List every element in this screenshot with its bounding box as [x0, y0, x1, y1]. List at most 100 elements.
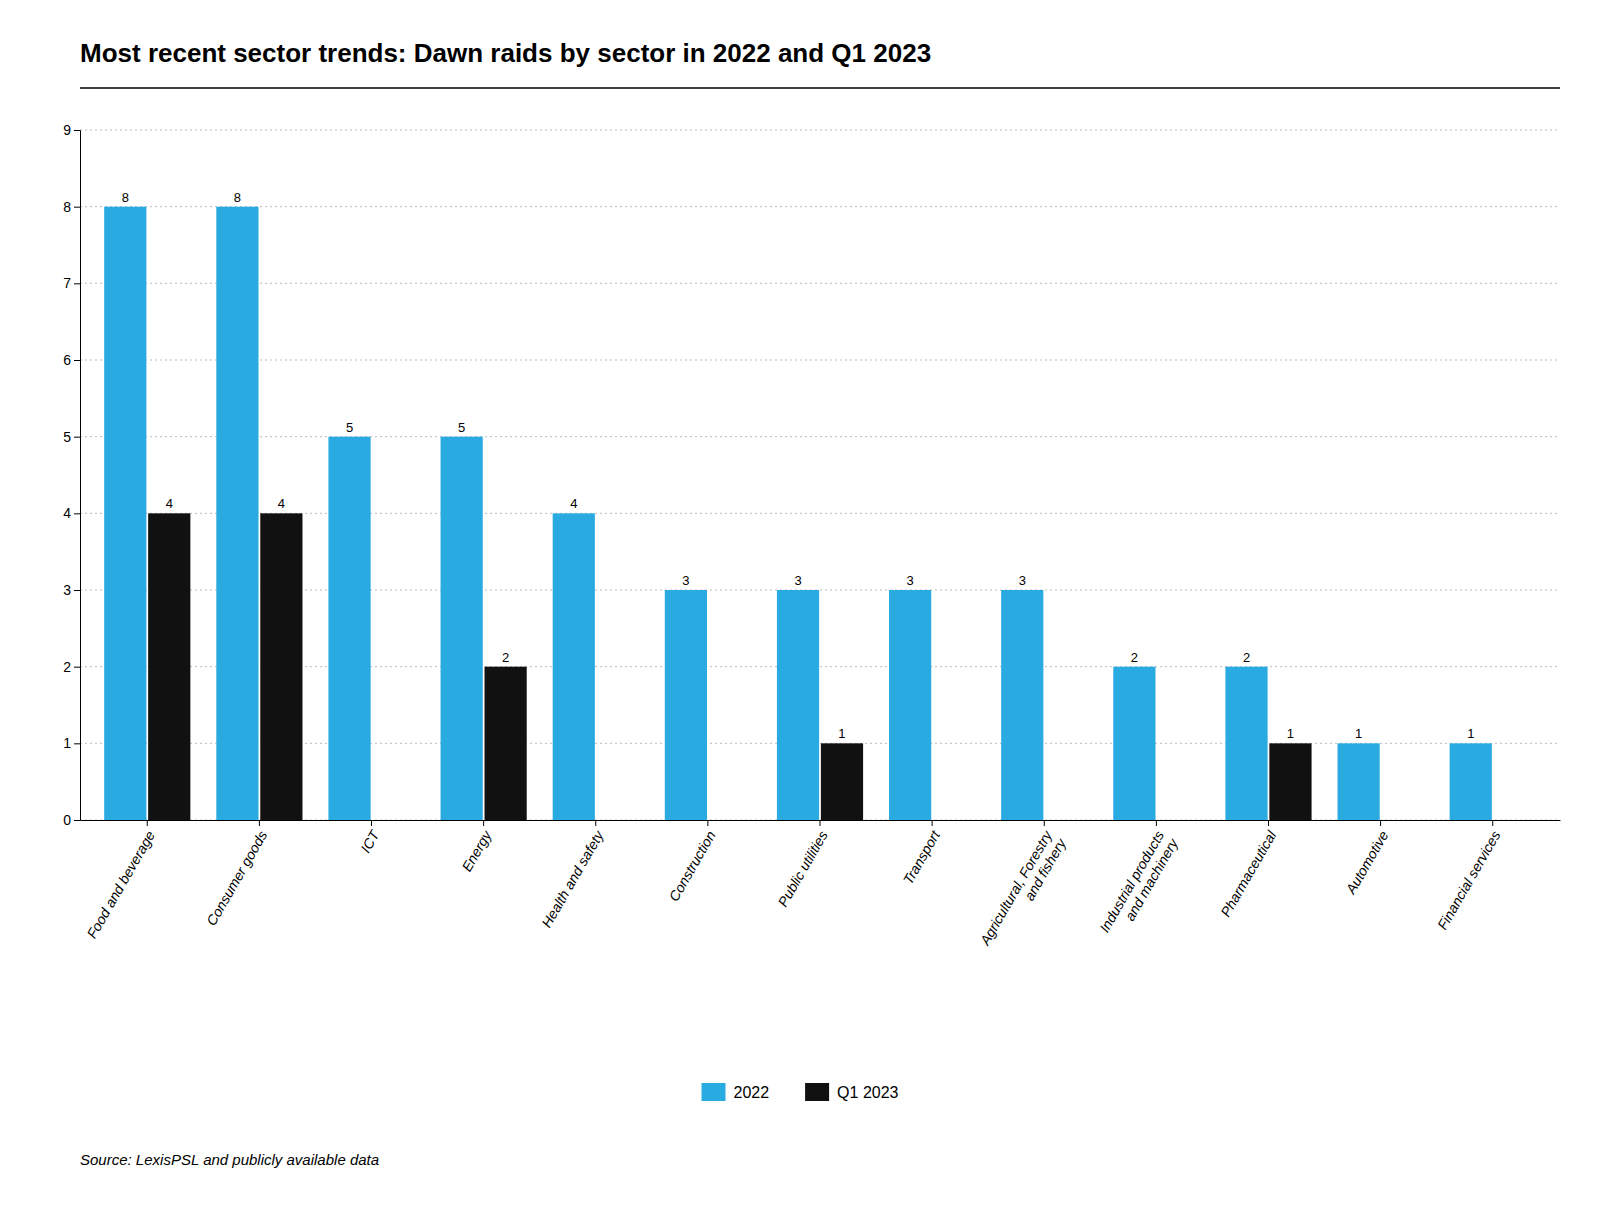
- tick-label: Energy: [458, 827, 495, 874]
- tick: 5: [63, 429, 80, 445]
- tick-label: 5: [63, 429, 71, 445]
- data-label: 8: [122, 190, 129, 205]
- tick-mark: [74, 360, 80, 361]
- bar: [1381, 820, 1423, 821]
- tick: 2: [63, 659, 80, 675]
- legend-item: Q1 2023: [805, 1083, 898, 1101]
- tick: 4: [63, 505, 80, 521]
- tick-label: Construction: [666, 828, 719, 904]
- tick-label: 1: [63, 735, 71, 751]
- bar: [216, 207, 258, 820]
- y-axis: 0123456789: [63, 122, 80, 828]
- data-label: 1: [1355, 726, 1362, 741]
- tick-label: Transport: [900, 827, 944, 887]
- tick-label: Industrial productsand machinery: [1096, 827, 1182, 943]
- tick: Energy: [458, 820, 495, 874]
- axis-line: [74, 131, 81, 821]
- chart: Most recent sector trends: Dawn raids by…: [0, 0, 1600, 1209]
- tick-label: 4: [63, 505, 71, 521]
- tick-mark: [483, 820, 484, 826]
- tick-mark: [1268, 820, 1269, 826]
- tick-label: Agricultural, Forestryand fishery: [976, 827, 1069, 957]
- tick-label: Health and safety: [538, 827, 607, 930]
- tick: 7: [63, 275, 80, 291]
- grid-line: [80, 360, 1560, 361]
- bar: [665, 590, 707, 820]
- tick-mark: [74, 667, 80, 668]
- grid-line: [80, 130, 1560, 131]
- grid-line: [80, 206, 1560, 207]
- tick-label: 2: [63, 659, 71, 675]
- bar: [709, 820, 751, 821]
- legend-swatch: [805, 1083, 829, 1101]
- bar: [889, 590, 931, 820]
- data-label: 2: [1243, 650, 1250, 665]
- data-labels: 885543333221144211: [122, 190, 1475, 742]
- bar: [372, 820, 414, 821]
- bar: [1045, 820, 1087, 821]
- tick: Construction: [666, 820, 719, 904]
- bar: [1001, 590, 1043, 820]
- data-label: 3: [1019, 573, 1026, 588]
- tick: Automotive: [1342, 820, 1391, 897]
- tick-label: Pharmaceutical: [1217, 827, 1280, 919]
- tick: Industrial productsand machinery: [1096, 820, 1182, 943]
- legend: 2022Q1 2023: [702, 1083, 899, 1101]
- bar: [1494, 820, 1536, 821]
- legend-label: Q1 2023: [837, 1084, 898, 1101]
- grid-line: [80, 283, 1560, 284]
- title-rule: [80, 87, 1560, 89]
- tick-mark: [74, 513, 80, 514]
- bar: [485, 667, 527, 820]
- tick-mark: [1380, 820, 1381, 826]
- tick-label: ICT: [357, 827, 383, 856]
- tick-label: 7: [63, 275, 71, 291]
- tick-mark: [1156, 820, 1157, 826]
- bar: [104, 207, 146, 820]
- tick: Pharmaceutical: [1217, 820, 1280, 920]
- tick-mark: [74, 743, 80, 744]
- tick: 0: [63, 812, 80, 828]
- tick-mark: [595, 820, 596, 826]
- bar: [1225, 667, 1267, 820]
- data-label: 3: [907, 573, 914, 588]
- bar: [1269, 743, 1311, 820]
- tick: Agricultural, Forestryand fishery: [976, 820, 1069, 957]
- tick: 9: [63, 122, 80, 138]
- data-label: 5: [346, 420, 353, 435]
- tick: 8: [63, 199, 80, 215]
- tick-mark: [147, 820, 148, 826]
- data-label: 2: [1131, 650, 1138, 665]
- tick-label: Public utilities: [775, 828, 831, 909]
- tick-label: 0: [63, 812, 71, 828]
- data-label: 3: [794, 573, 801, 588]
- tick-mark: [74, 590, 80, 591]
- bar: [328, 437, 370, 820]
- bar: [1157, 820, 1199, 821]
- tick-label: Automotive: [1342, 828, 1391, 898]
- title: Most recent sector trends: Dawn raids by…: [80, 38, 931, 68]
- tick-mark: [74, 130, 80, 131]
- tick-label: 8: [63, 199, 71, 215]
- tick: Food and beverage: [84, 820, 159, 941]
- tick: Public utilities: [775, 820, 831, 909]
- tick-label: Consumer goods: [203, 828, 270, 928]
- bar: [821, 743, 863, 820]
- source: Source: LexisPSL and publicly available …: [80, 1151, 379, 1168]
- tick-label: 9: [63, 122, 71, 138]
- bars: [104, 207, 1492, 820]
- tick: Transport: [900, 820, 944, 887]
- tick: ICT: [357, 820, 383, 855]
- chart-container: Most recent sector trends: Dawn raids by…: [0, 0, 1600, 1209]
- bar: [1338, 743, 1380, 820]
- tick-mark: [932, 820, 933, 826]
- tick-label: 3: [63, 582, 71, 598]
- bar: [441, 437, 483, 820]
- bar: [1450, 743, 1492, 820]
- tick: 3: [63, 582, 80, 598]
- tick-mark: [74, 820, 80, 821]
- tick-mark: [74, 207, 80, 208]
- data-label: 4: [166, 496, 173, 511]
- bar: [597, 820, 639, 821]
- data-label: 4: [278, 496, 285, 511]
